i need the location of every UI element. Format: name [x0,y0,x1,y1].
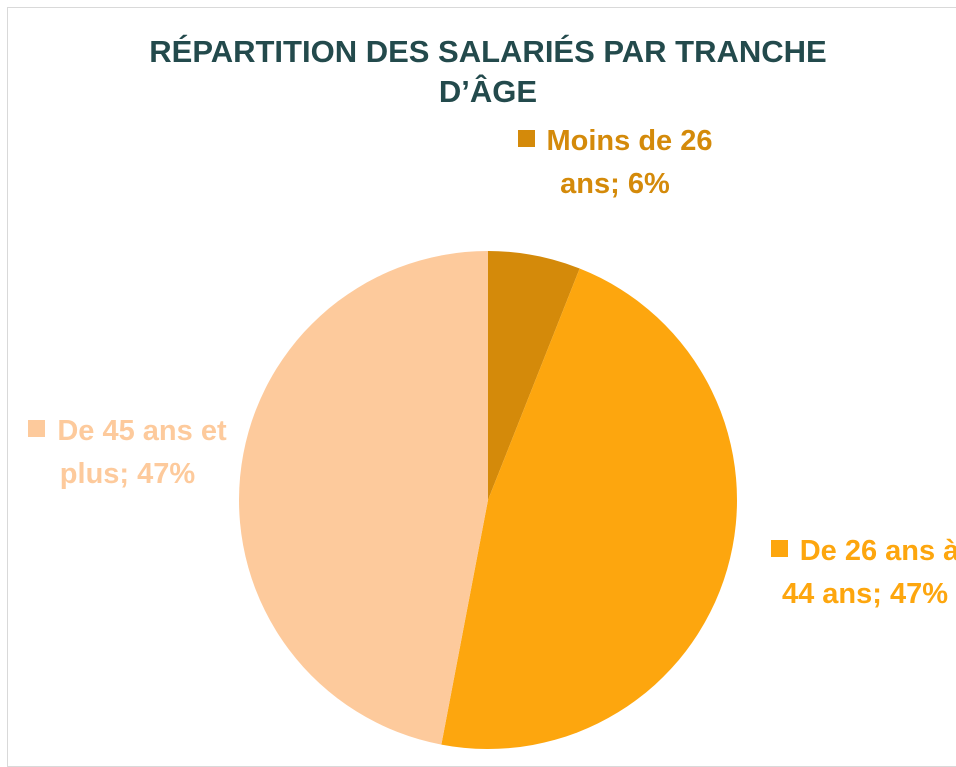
category-label: Moins de 26 ans [546,125,713,200]
data-label: De 45 ans et plus; 47% [20,410,235,496]
chart-title: RÉPARTITION DES SALARIÉS PAR TRANCHE D’Â… [149,34,827,109]
legend-marker [770,540,788,557]
category-label: De 45 ans et plus [57,415,227,490]
value-label: 6% [627,168,670,200]
data-label: Moins de 26 ans; 6% [515,120,715,206]
label-separator: ; [610,168,620,200]
data-label: De 26 ans à 44 ans; 47% [760,530,956,616]
value-label: 47% [889,578,949,610]
label-separator: ; [872,578,882,610]
pie-slice [441,268,737,749]
legend-marker [517,130,535,147]
category-label: De 26 ans à 44 ans [781,535,956,610]
page: RÉPARTITION DES SALARIÉS PAR TRANCHE D’Â… [7,7,956,767]
pie-slice [239,251,488,745]
legend-marker [28,420,46,437]
pie-slice [488,251,580,500]
chart [239,251,737,749]
value-label: 47% [137,458,196,490]
label-separator: ; [119,458,130,490]
